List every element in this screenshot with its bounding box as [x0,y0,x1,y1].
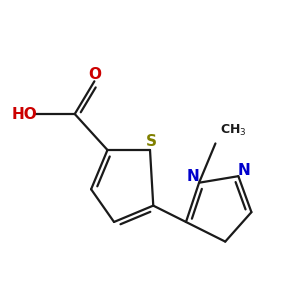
Text: N: N [238,163,250,178]
Text: S: S [146,134,157,149]
Text: O: O [88,67,101,82]
Text: CH$_3$: CH$_3$ [220,122,247,138]
Text: HO: HO [11,106,37,122]
Text: N: N [187,169,200,184]
